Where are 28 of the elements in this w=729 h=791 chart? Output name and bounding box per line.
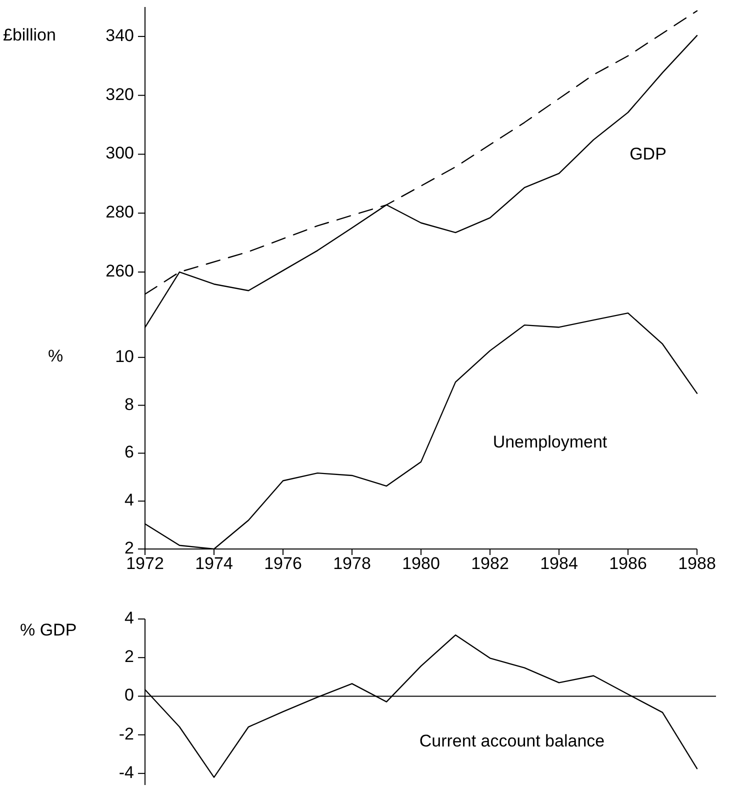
y-tick-label: 8	[124, 394, 134, 414]
text: Unemployment	[492, 432, 608, 452]
y-axis-title: % GDP	[20, 620, 77, 640]
y-tick-label: 260	[106, 262, 134, 281]
x-tick-label: 1986	[609, 554, 647, 573]
series-label: GDP	[630, 144, 666, 164]
y-tick-label: 0	[124, 686, 134, 705]
x-tick-label: 1974	[195, 554, 233, 573]
y-tick-label: 4	[124, 490, 134, 510]
y-tick-label: 340	[106, 26, 134, 45]
y-tick-label: 320	[106, 84, 134, 104]
y-axis-title: £billion	[3, 25, 56, 44]
y-tick-label: 280	[106, 202, 134, 222]
x-tick-label: 1988	[678, 554, 716, 573]
y-tick-label: 300	[106, 144, 134, 163]
y-tick-label: -2	[118, 724, 134, 744]
x-tick-label: 1980	[402, 554, 440, 573]
y-tick-label: 6	[124, 442, 134, 462]
text: Current account balance	[419, 731, 605, 750]
y-axis-title: %	[48, 346, 64, 366]
x-tick-label: 1976	[264, 554, 302, 573]
x-tick-label: 1984	[540, 554, 578, 573]
y-tick-label: 10	[115, 346, 134, 366]
y-tick-label: -4	[118, 762, 134, 782]
x-tick-label: 1982	[471, 554, 509, 573]
x-tick-label: 1978	[333, 554, 371, 573]
y-tick-label: 2	[124, 647, 134, 666]
y-tick-label: 4	[124, 608, 134, 628]
